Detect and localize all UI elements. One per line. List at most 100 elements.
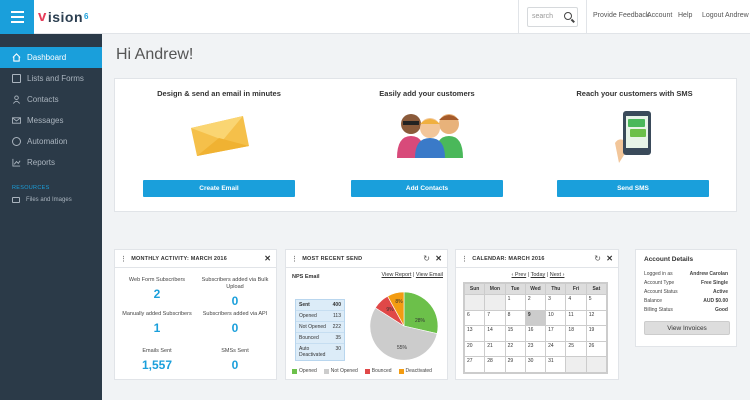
create-email-button[interactable]: Create Email (143, 180, 295, 197)
calendar-day-cell[interactable]: 25 (566, 341, 586, 357)
chart-legend: Opened Not Opened Bounced Deactivated (292, 368, 432, 374)
page-title: Hi Andrew! (116, 46, 194, 63)
calendar-day-cell[interactable]: 27 (465, 357, 485, 372)
sidebar-item-label: Contacts (27, 95, 59, 104)
pie-slice-opened (403, 291, 439, 334)
sidebar-item-files[interactable]: Files and Images (0, 197, 102, 203)
calendar-day-cell[interactable]: 24 (546, 341, 566, 357)
calendar-day-cell[interactable]: 21 (485, 341, 505, 357)
calendar-day-cell[interactable]: 30 (525, 357, 546, 372)
envelope-illustration-icon (191, 116, 249, 156)
prev-month-link[interactable]: ‹ Prev (511, 272, 527, 278)
calendar-today-cell[interactable]: 9 (525, 310, 546, 326)
sidebar-item-lists[interactable]: Lists and Forms (0, 68, 102, 89)
sidebar-item-automation[interactable]: Automation (0, 131, 102, 152)
calendar-day-cell[interactable]: 4 (566, 295, 586, 310)
sidebar-item-messages[interactable]: Messages (0, 110, 102, 131)
legend-label: Deactivated (405, 368, 432, 374)
close-icon[interactable]: ✕ (606, 254, 613, 263)
refresh-icon[interactable]: ↻ (594, 254, 601, 263)
drag-handle-icon[interactable]: ⋮ (461, 255, 469, 263)
legend-item: Bounced (364, 368, 392, 374)
help-link[interactable]: Help (678, 12, 693, 19)
calendar-day-cell[interactable]: 3 (546, 295, 566, 310)
sidebar: Dashboard Lists and Forms Contacts Messa… (0, 34, 102, 400)
calendar-day-cell[interactable]: 18 (566, 326, 586, 341)
calendar-day-cell[interactable]: 16 (525, 326, 546, 341)
sidebar-item-dashboard[interactable]: Dashboard (0, 47, 102, 68)
calendar-day-cell[interactable]: 20 (465, 341, 485, 357)
legend-label: Bounced (371, 368, 392, 374)
add-contacts-column: Easily add your customers Add Contacts (323, 79, 531, 213)
table-row: Not Opened 222 (296, 322, 344, 333)
search-input[interactable]: search (527, 7, 578, 27)
calendar-day-cell[interactable]: 23 (525, 341, 546, 357)
calendar-day-cell[interactable]: 11 (566, 310, 586, 326)
calendar-day-cell[interactable]: 14 (485, 326, 505, 341)
send-sms-button[interactable]: Send SMS (557, 180, 709, 197)
add-contacts-button[interactable]: Add Contacts (351, 180, 503, 197)
calendar-empty-cell (566, 357, 586, 372)
search-icon[interactable] (564, 12, 572, 20)
drag-handle-icon[interactable]: ⋮ (291, 255, 299, 263)
weekday-header: Sat (586, 284, 606, 294)
row-value: 113 (333, 313, 341, 319)
calendar-day-cell[interactable]: 26 (586, 341, 606, 357)
calendar-day-cell[interactable]: 6 (465, 310, 485, 326)
monthly-activity-card: ⋮ MONTHLY ACTIVITY: MARCH 2016 ✕ Web For… (114, 249, 277, 380)
pie-slice-not-opened (369, 307, 438, 361)
calendar-day-cell[interactable]: 5 (586, 295, 606, 310)
calendar-day-cell[interactable]: 28 (485, 357, 505, 372)
stat-label: Web Form Subscribers (128, 277, 186, 283)
calendar-day-cell[interactable]: 7 (485, 310, 505, 326)
row-label: Bounced (299, 335, 319, 341)
account-link[interactable]: Account (647, 12, 673, 19)
row-value: Free Single (701, 279, 728, 286)
account-row: Account Status Active (636, 287, 736, 296)
legend-swatch (292, 368, 297, 374)
logout-link[interactable]: Logout Andrew (702, 12, 749, 19)
pie-slice-deactivated (387, 291, 405, 327)
close-icon[interactable]: ✕ (264, 254, 271, 263)
menu-toggle-button[interactable] (0, 0, 34, 34)
calendar-day-cell[interactable]: 12 (586, 310, 606, 326)
calendar-day-cell[interactable]: 17 (546, 326, 566, 341)
stat-value: 0 (231, 294, 239, 308)
drag-handle-icon[interactable]: ⋮ (120, 255, 128, 263)
stat-value: 1 (153, 321, 161, 335)
account-details-card: Account Details Logged in as Andrew Carol… (635, 249, 737, 347)
calendar-day-cell[interactable]: 8 (505, 310, 525, 326)
brand-logo[interactable]: v ision 6 (38, 8, 89, 25)
next-month-link[interactable]: Next › (549, 272, 565, 278)
calendar-day-cell[interactable]: 2 (525, 295, 546, 310)
calendar-day-cell[interactable]: 10 (546, 310, 566, 326)
today-link[interactable]: Today (530, 272, 546, 278)
calendar-day-cell[interactable]: 29 (505, 357, 525, 372)
sidebar-item-reports[interactable]: Reports (0, 152, 102, 173)
view-email-link[interactable]: View Email (415, 272, 443, 278)
stat-label: Subscribers added via Bulk Upload (201, 277, 269, 290)
calendar-day-cell[interactable]: 31 (546, 357, 566, 372)
card-title: MOST RECENT SEND (302, 255, 363, 262)
provide-feedback-link[interactable]: Provide Feedback (593, 12, 650, 19)
send-sms-column: Reach your customers with SMS Send SMS (531, 79, 738, 213)
calendar-day-cell[interactable]: 22 (505, 341, 525, 357)
stat-value: 0 (231, 358, 239, 372)
close-icon[interactable]: ✕ (435, 254, 442, 263)
calendar-empty-cell (465, 295, 485, 310)
calendar-day-cell[interactable]: 15 (505, 326, 525, 341)
stat-label: Subscribers added via API (202, 311, 268, 317)
sidebar-item-label: Automation (27, 137, 68, 146)
view-report-link[interactable]: View Report (381, 272, 412, 278)
stat-value: 2 (153, 287, 161, 301)
sidebar-item-contacts[interactable]: Contacts (0, 89, 102, 110)
calendar-day-cell[interactable]: 19 (586, 326, 606, 341)
calendar-day-cell[interactable]: 1 (505, 295, 525, 310)
send-sms-title: Reach your customers with SMS (576, 89, 693, 98)
weekday-header: Tue (505, 284, 525, 294)
person-icon (12, 95, 21, 104)
row-label: Account Type (644, 279, 675, 286)
refresh-icon[interactable]: ↻ (423, 254, 430, 263)
view-invoices-button[interactable]: View Invoices (644, 321, 730, 335)
calendar-day-cell[interactable]: 13 (465, 326, 485, 341)
